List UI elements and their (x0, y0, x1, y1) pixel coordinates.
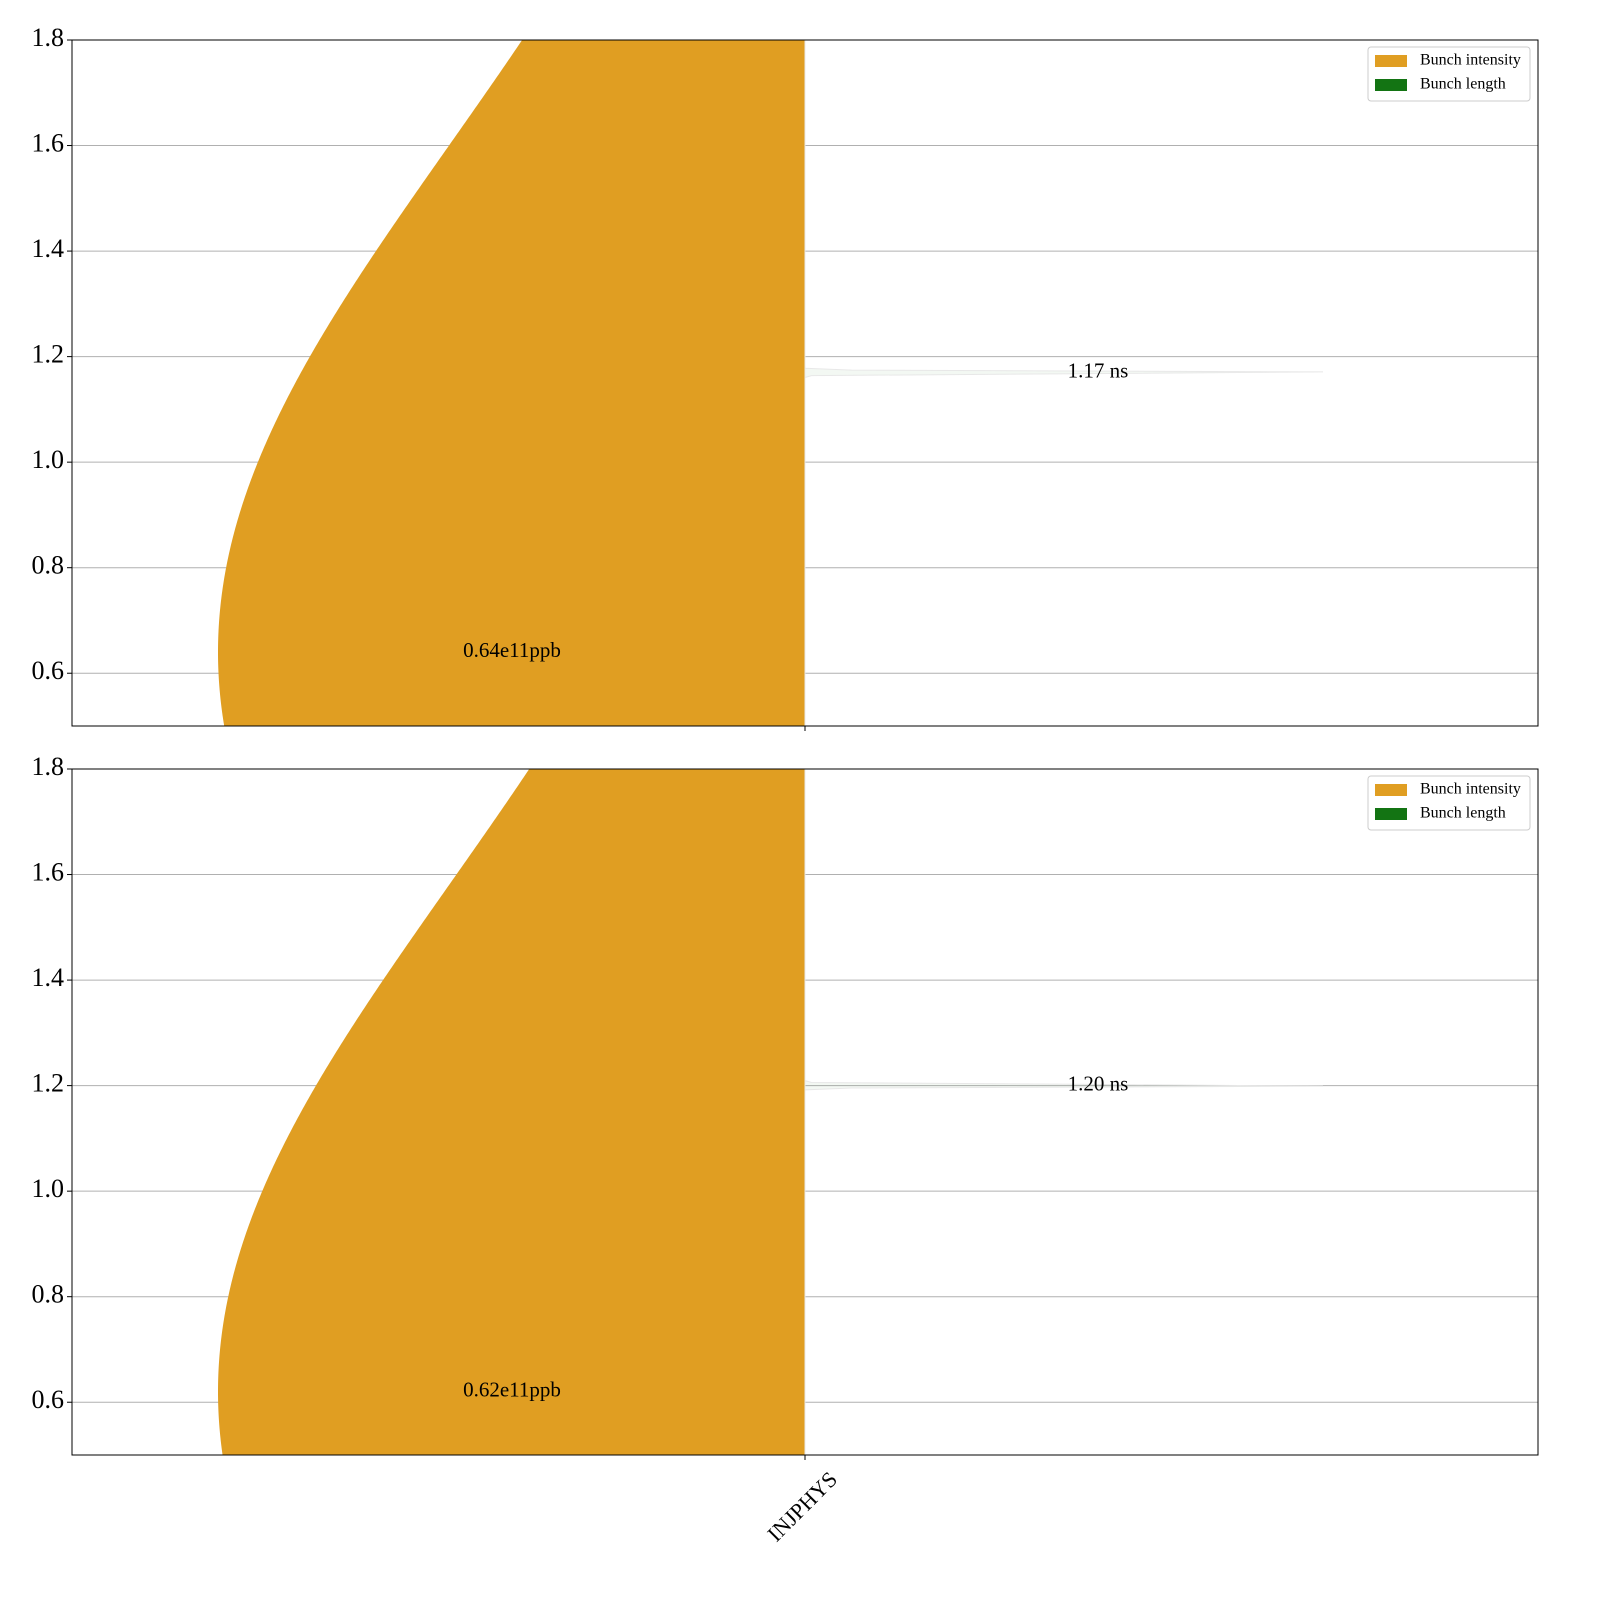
value-label: 1.20 ns (1068, 1071, 1129, 1095)
value-label: 0.64e11ppb (463, 638, 561, 662)
legend-label: Bunch length (1420, 76, 1506, 93)
y-tick-label: 1.0 (32, 1174, 65, 1203)
plot-area (218, 40, 1324, 726)
y-tick-label: 1.8 (32, 752, 65, 781)
legend-swatch (1375, 79, 1407, 91)
value-label: 0.62e11ppb (463, 1377, 561, 1401)
violin-half (804, 40, 1324, 726)
legend-label: Bunch intensity (1420, 52, 1521, 69)
legend-box (1367, 775, 1531, 831)
plot-area (218, 769, 1324, 1455)
violin-half (218, 769, 805, 1455)
y-tick-label: 0.8 (32, 1280, 65, 1309)
plot-frame (71, 768, 1539, 1456)
legend-swatch (1375, 55, 1407, 67)
value-label: 1.17 ns (1068, 358, 1129, 382)
legend-box (1367, 46, 1531, 102)
y-tick-label: 1.0 (32, 445, 65, 474)
y-tick-label: 1.6 (32, 129, 65, 158)
y-tick-label: 1.2 (32, 1069, 65, 1098)
violin-half (218, 40, 805, 726)
legend-label: Bunch length (1420, 805, 1506, 822)
legend-label: Bunch intensity (1420, 781, 1521, 798)
y-tick-label: 1.8 (32, 23, 65, 52)
x-tick-label: INJPHYS (762, 1466, 842, 1546)
legend-swatch (1375, 808, 1407, 820)
violin-half (804, 769, 1324, 1455)
y-tick-label: 1.4 (32, 963, 65, 992)
y-tick-label: 1.4 (32, 234, 65, 263)
plot-frame (71, 39, 1539, 727)
y-tick-label: 0.6 (32, 656, 65, 685)
y-tick-label: 0.8 (32, 551, 65, 580)
y-tick-label: 0.6 (32, 1385, 65, 1414)
y-tick-label: 1.2 (32, 340, 65, 369)
y-tick-label: 1.6 (32, 858, 65, 887)
legend-swatch (1375, 784, 1407, 796)
